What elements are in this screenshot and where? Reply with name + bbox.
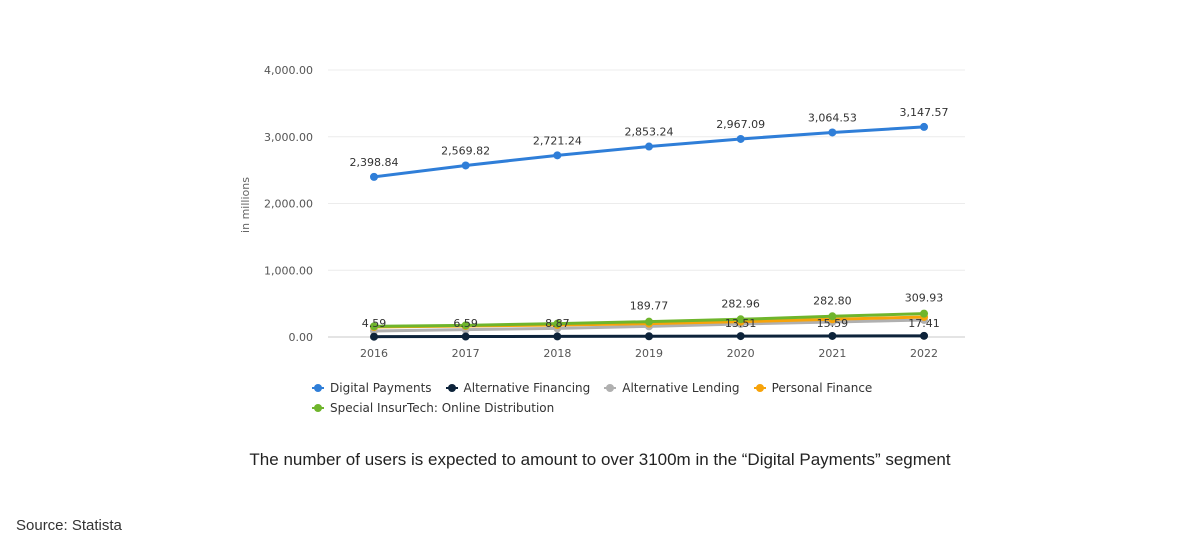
data-label: 6.59 bbox=[453, 317, 478, 330]
source-note: Source: Statista bbox=[16, 517, 122, 534]
data-label: 2,398.84 bbox=[350, 156, 399, 169]
legend-label: Alternative Financing bbox=[463, 381, 591, 395]
data-point bbox=[828, 128, 837, 137]
legend-item[interactable]: Special InsurTech: Online Distribution bbox=[312, 401, 554, 415]
data-point bbox=[645, 317, 654, 326]
legend-marker-icon bbox=[445, 382, 458, 394]
data-point bbox=[370, 322, 378, 331]
chart-legend: Digital Payments Alternative Financing Alt… bbox=[312, 381, 952, 421]
data-point bbox=[920, 309, 929, 318]
data-point bbox=[461, 332, 470, 341]
data-point bbox=[736, 332, 745, 341]
data-label: 309.93 bbox=[905, 292, 944, 305]
y-tick-label: 1,000.00 bbox=[264, 264, 313, 277]
data-point bbox=[553, 319, 562, 328]
legend-label: Special InsurTech: Online Distribution bbox=[330, 401, 555, 415]
data-label: 15.59 bbox=[817, 317, 849, 330]
data-point bbox=[553, 332, 562, 341]
chart: 0.00 1,000.00 2,000.00 3,000.00 4,000.00 201… bbox=[239, 64, 965, 360]
x-tick-label: 2020 bbox=[727, 347, 755, 360]
x-tick-label: 2016 bbox=[360, 347, 388, 360]
y-axis-title: in millions bbox=[239, 177, 252, 233]
data-label: 2,721.24 bbox=[533, 134, 582, 147]
legend-marker-icon bbox=[312, 402, 324, 414]
legend-label: Digital Payments bbox=[330, 381, 432, 395]
data-label: 282.96 bbox=[721, 297, 760, 310]
data-label: 3,147.57 bbox=[900, 106, 949, 119]
data-label: 282.80 bbox=[813, 294, 852, 307]
data-label: 2,853.24 bbox=[625, 126, 674, 139]
legend-label: Alternative Lending bbox=[622, 381, 740, 395]
y-tick-label: 0.00 bbox=[289, 331, 314, 344]
data-point bbox=[370, 332, 378, 341]
y-tick-label: 2,000.00 bbox=[264, 198, 313, 211]
data-point bbox=[920, 122, 929, 131]
legend-marker-icon bbox=[312, 382, 324, 394]
data-point bbox=[736, 315, 745, 324]
data-point bbox=[828, 312, 837, 321]
x-tick-label: 2022 bbox=[910, 347, 938, 360]
y-axis: 0.00 1,000.00 2,000.00 3,000.00 4,000.00 bbox=[264, 64, 313, 344]
data-point bbox=[553, 151, 562, 160]
x-tick-label: 2021 bbox=[818, 347, 846, 360]
data-point bbox=[370, 172, 378, 181]
data-label: 17.41 bbox=[908, 317, 940, 330]
legend-item[interactable]: Digital Payments bbox=[312, 381, 432, 395]
legend-item[interactable]: Alternative Lending bbox=[604, 381, 740, 395]
x-tick-label: 2018 bbox=[543, 347, 571, 360]
legend-marker-icon bbox=[604, 382, 617, 394]
data-label: 189.77 bbox=[630, 300, 669, 313]
data-label: 4.59 bbox=[362, 317, 387, 330]
data-labels: 2,398.84 2,569.82 2,721.24 2,853.24 2,967.09… bbox=[350, 106, 949, 330]
data-label: 2,569.82 bbox=[441, 144, 490, 157]
y-tick-label: 3,000.00 bbox=[264, 131, 313, 144]
data-label: 13.51 bbox=[725, 317, 757, 330]
legend-label: Personal Finance bbox=[771, 381, 873, 395]
data-label: 2,967.09 bbox=[716, 118, 765, 131]
data-point bbox=[920, 331, 929, 340]
data-point bbox=[645, 142, 654, 151]
y-tick-label: 4,000.00 bbox=[264, 64, 313, 77]
series-lines bbox=[370, 122, 929, 341]
data-point bbox=[461, 321, 470, 330]
grid-lines bbox=[328, 69, 965, 338]
x-tick-label: 2017 bbox=[452, 347, 480, 360]
x-tick-label: 2019 bbox=[635, 347, 663, 360]
legend-item[interactable]: Personal Finance bbox=[753, 381, 873, 395]
data-label: 3,064.53 bbox=[808, 111, 857, 124]
data-label: 8.87 bbox=[545, 317, 570, 330]
legend-marker-icon bbox=[753, 382, 766, 394]
chart-caption: The number of users is expected to amoun… bbox=[249, 450, 951, 469]
data-point bbox=[736, 134, 745, 143]
legend-item[interactable]: Alternative Financing bbox=[445, 381, 591, 395]
data-point bbox=[645, 332, 654, 341]
data-point bbox=[461, 161, 470, 170]
data-point bbox=[828, 331, 837, 340]
x-axis: 2016 2017 2018 2019 2020 2021 2022 bbox=[360, 347, 938, 360]
